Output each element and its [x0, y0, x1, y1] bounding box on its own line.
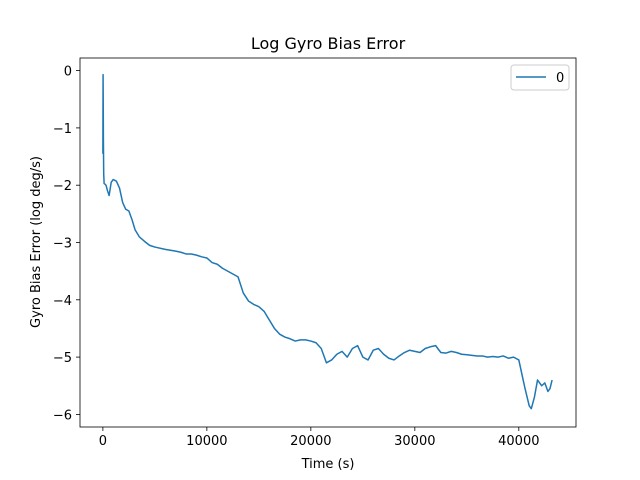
y-tick-label: −1 — [53, 122, 72, 137]
y-tick-label: −2 — [53, 179, 72, 194]
x-tick-label: 20000 — [290, 434, 331, 449]
y-tick-label: −6 — [53, 408, 72, 423]
x-tick-label: 10000 — [186, 434, 227, 449]
x-tick-label: 40000 — [498, 434, 539, 449]
plot-frame — [79, 57, 577, 428]
x-tick-label: 30000 — [394, 434, 435, 449]
chart-title: Log Gyro Bias Error — [251, 34, 406, 53]
y-tick-label: −3 — [53, 237, 72, 252]
y-axis-label: Gyro Bias Error (log deg/s) — [29, 156, 44, 328]
y-tick-label: −4 — [53, 294, 72, 309]
plot-area — [80, 58, 576, 427]
data-layer — [102, 73, 553, 410]
y-axis-ticks: 0 −1 −2 −3 −4 −5 −6 — [53, 65, 80, 423]
legend: 0 — [510, 64, 570, 91]
legend-label: 0 — [556, 71, 564, 86]
x-axis-ticks: 0 10000 20000 30000 40000 — [99, 427, 539, 449]
y-tick-label: −5 — [53, 351, 72, 366]
series-line-0 — [102, 73, 553, 410]
x-axis-label: Time (s) — [301, 457, 355, 472]
x-tick-label: 0 — [99, 434, 107, 449]
y-tick-label: 0 — [64, 65, 72, 80]
